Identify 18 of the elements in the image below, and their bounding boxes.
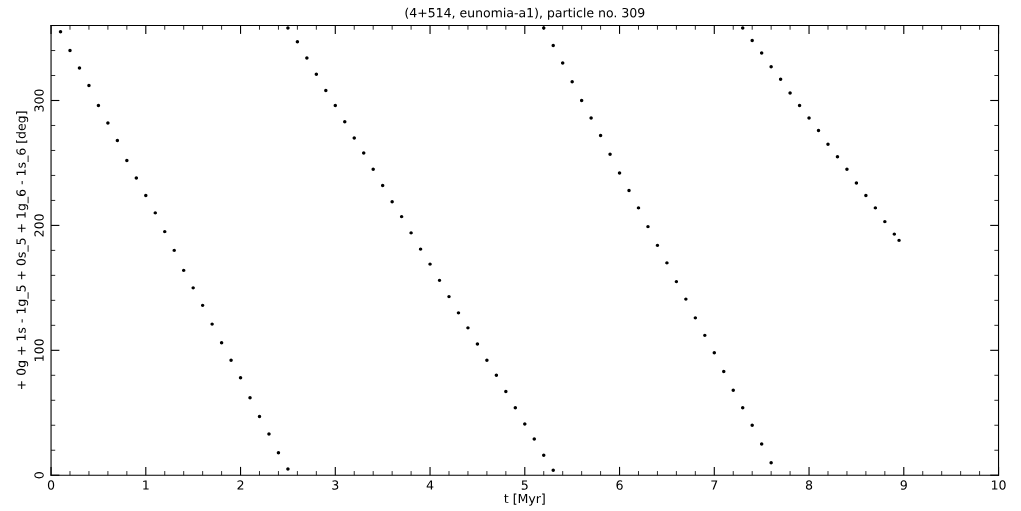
y-tick-label: 100	[34, 339, 44, 361]
x-tick-label: 10	[991, 480, 1006, 490]
x-tick-label: 3	[332, 480, 339, 490]
x-tick-label: 6	[616, 480, 623, 490]
x-tick-label: 1	[143, 480, 149, 490]
x-axis-title: t [Myr]	[504, 493, 545, 506]
chart-title: (4+514, eunomia-a1), particle no. 309	[405, 7, 645, 20]
x-tick-label: 0	[47, 480, 55, 490]
x-tick-label: 4	[426, 480, 434, 490]
x-tick-label: 9	[900, 480, 907, 490]
y-tick-label: 0	[34, 472, 44, 479]
y-tick-label: 200	[34, 214, 44, 237]
x-tick-label: 2	[237, 480, 244, 490]
y-tick-label: 300	[34, 89, 44, 112]
y-axis-title: + 0g + 1s - 1g_5 + 0s_5 + 1g_6 - 1s_6 [deg]	[16, 111, 29, 389]
x-tick-label: 8	[805, 480, 813, 490]
x-tick-label: 7	[711, 480, 718, 490]
x-tick-label: 5	[521, 480, 528, 490]
